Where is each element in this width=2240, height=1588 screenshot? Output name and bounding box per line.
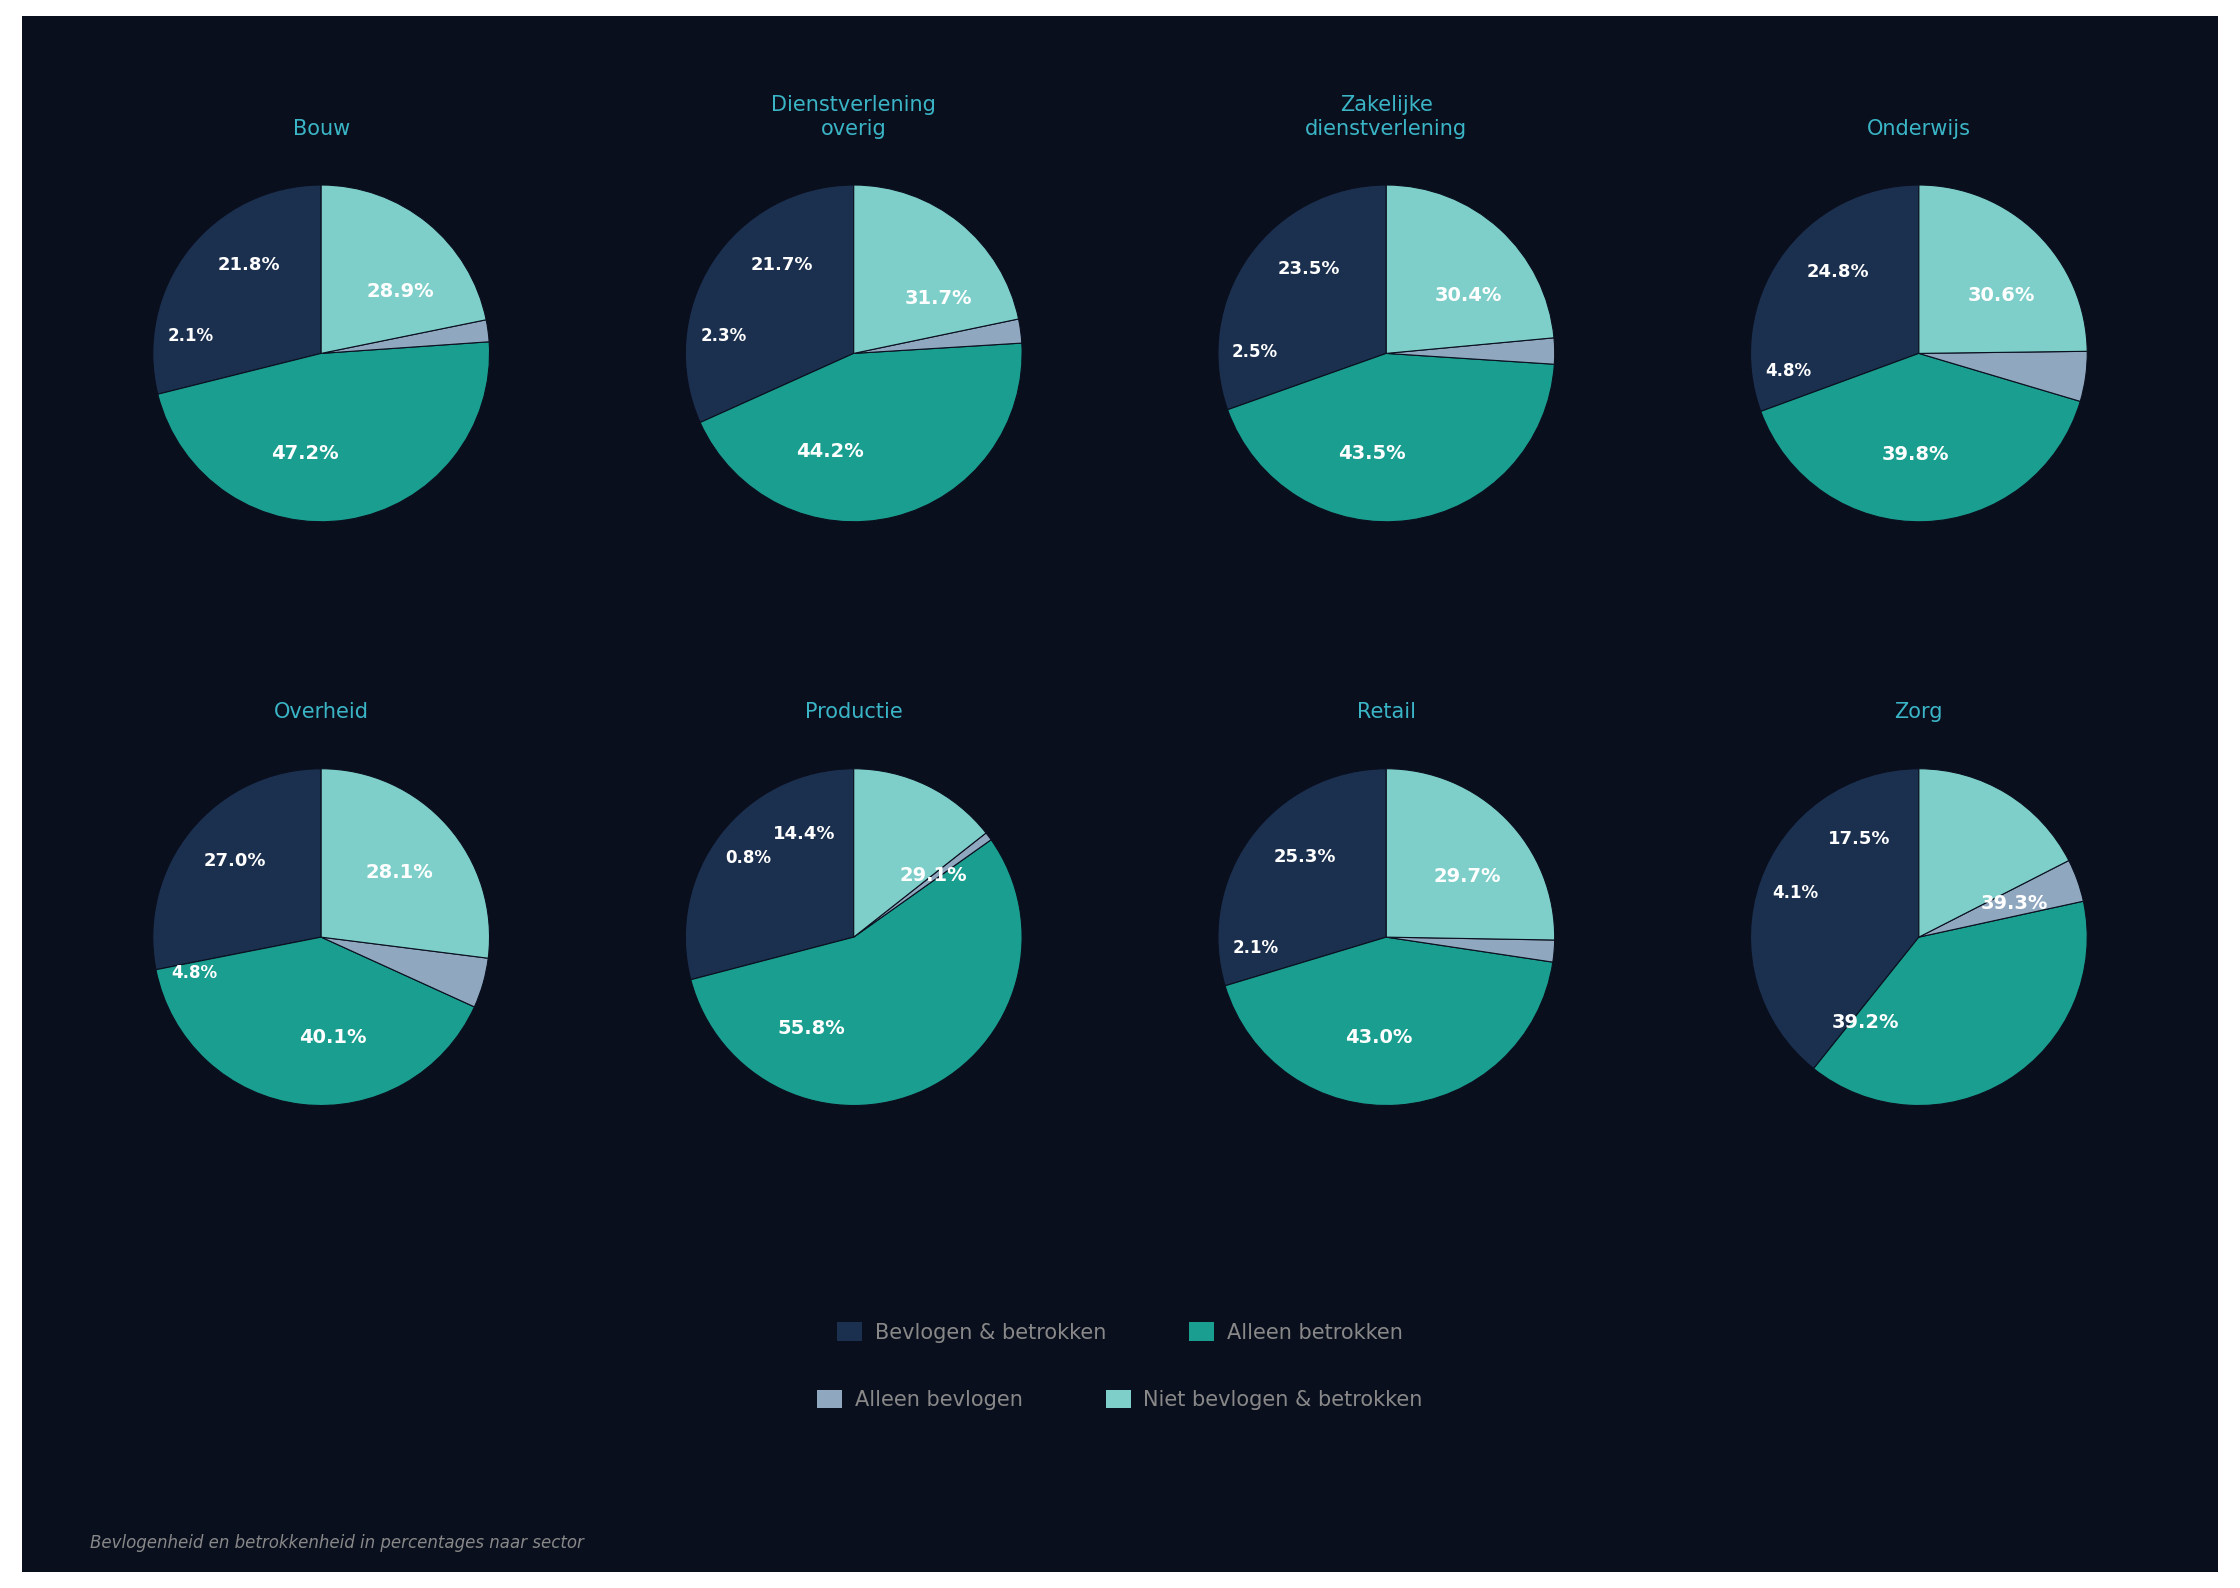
Wedge shape: [1749, 186, 1920, 411]
Wedge shape: [1387, 186, 1555, 354]
Text: 29.7%: 29.7%: [1434, 867, 1501, 886]
Legend: Alleen bevlogen, Niet bevlogen & betrokken: Alleen bevlogen, Niet bevlogen & betrokk…: [809, 1382, 1431, 1418]
Wedge shape: [1761, 354, 2081, 522]
Wedge shape: [853, 769, 986, 937]
Wedge shape: [685, 186, 853, 422]
Wedge shape: [320, 769, 491, 958]
Text: 21.7%: 21.7%: [750, 256, 813, 273]
Wedge shape: [320, 319, 488, 354]
Wedge shape: [320, 186, 486, 354]
Wedge shape: [1387, 769, 1555, 940]
Text: 4.8%: 4.8%: [172, 964, 217, 981]
Text: 30.4%: 30.4%: [1436, 286, 1503, 305]
Wedge shape: [152, 769, 320, 970]
Wedge shape: [152, 186, 320, 394]
Text: 2.1%: 2.1%: [168, 327, 215, 345]
Text: 27.0%: 27.0%: [204, 853, 267, 870]
Wedge shape: [1920, 769, 2070, 937]
Wedge shape: [1225, 937, 1552, 1105]
Text: 47.2%: 47.2%: [271, 443, 338, 462]
Wedge shape: [1920, 861, 2083, 937]
Text: 14.4%: 14.4%: [773, 826, 836, 843]
Text: 55.8%: 55.8%: [777, 1019, 844, 1039]
Wedge shape: [853, 834, 990, 937]
Wedge shape: [157, 937, 475, 1105]
Text: 28.1%: 28.1%: [365, 864, 432, 883]
Text: Bevlogenheid en betrokkenheid in percentages naar sector: Bevlogenheid en betrokkenheid in percent…: [90, 1534, 582, 1553]
Text: 28.9%: 28.9%: [367, 281, 435, 300]
Text: 17.5%: 17.5%: [1828, 831, 1891, 848]
Text: 25.3%: 25.3%: [1272, 848, 1335, 865]
Text: 31.7%: 31.7%: [905, 289, 972, 308]
Wedge shape: [1219, 186, 1387, 410]
Text: 21.8%: 21.8%: [217, 256, 280, 273]
Text: 43.0%: 43.0%: [1346, 1029, 1413, 1048]
Text: 39.8%: 39.8%: [1882, 445, 1949, 464]
Text: 30.6%: 30.6%: [1969, 286, 2036, 305]
Text: 4.8%: 4.8%: [1765, 362, 1812, 381]
Wedge shape: [690, 840, 1021, 1105]
Title: Zorg: Zorg: [1895, 702, 1942, 723]
Text: 4.1%: 4.1%: [1772, 885, 1819, 902]
Wedge shape: [320, 937, 488, 1007]
Title: Onderwijs: Onderwijs: [1866, 119, 1971, 138]
Text: 43.5%: 43.5%: [1340, 445, 1407, 464]
Title: Productie: Productie: [804, 702, 903, 723]
Wedge shape: [701, 343, 1021, 522]
Text: 39.3%: 39.3%: [1980, 894, 2047, 913]
Text: 44.2%: 44.2%: [795, 441, 862, 461]
Text: 39.2%: 39.2%: [1832, 1013, 1900, 1032]
Wedge shape: [1219, 769, 1387, 986]
Wedge shape: [853, 186, 1019, 354]
Wedge shape: [1228, 354, 1555, 522]
Text: 0.8%: 0.8%: [726, 850, 771, 867]
Title: Zakelijke
dienstverlening: Zakelijke dienstverlening: [1306, 95, 1467, 138]
Text: 40.1%: 40.1%: [300, 1027, 367, 1046]
Wedge shape: [1387, 338, 1555, 364]
Title: Overheid: Overheid: [273, 702, 370, 723]
Wedge shape: [1920, 186, 2088, 354]
Wedge shape: [685, 769, 853, 980]
Wedge shape: [1387, 937, 1555, 962]
Wedge shape: [853, 319, 1021, 354]
Title: Retail: Retail: [1357, 702, 1416, 723]
Wedge shape: [1749, 769, 1920, 1069]
Text: 2.3%: 2.3%: [701, 327, 746, 345]
Title: Bouw: Bouw: [293, 119, 349, 138]
Title: Dienstverlening
overig: Dienstverlening overig: [771, 95, 936, 138]
Text: 24.8%: 24.8%: [1808, 264, 1870, 281]
Text: 23.5%: 23.5%: [1277, 260, 1340, 278]
Wedge shape: [1920, 351, 2088, 402]
Wedge shape: [157, 341, 491, 522]
Text: 29.1%: 29.1%: [900, 865, 968, 885]
Text: 2.5%: 2.5%: [1232, 343, 1279, 360]
Text: 2.1%: 2.1%: [1232, 939, 1279, 958]
Wedge shape: [1814, 902, 2088, 1105]
